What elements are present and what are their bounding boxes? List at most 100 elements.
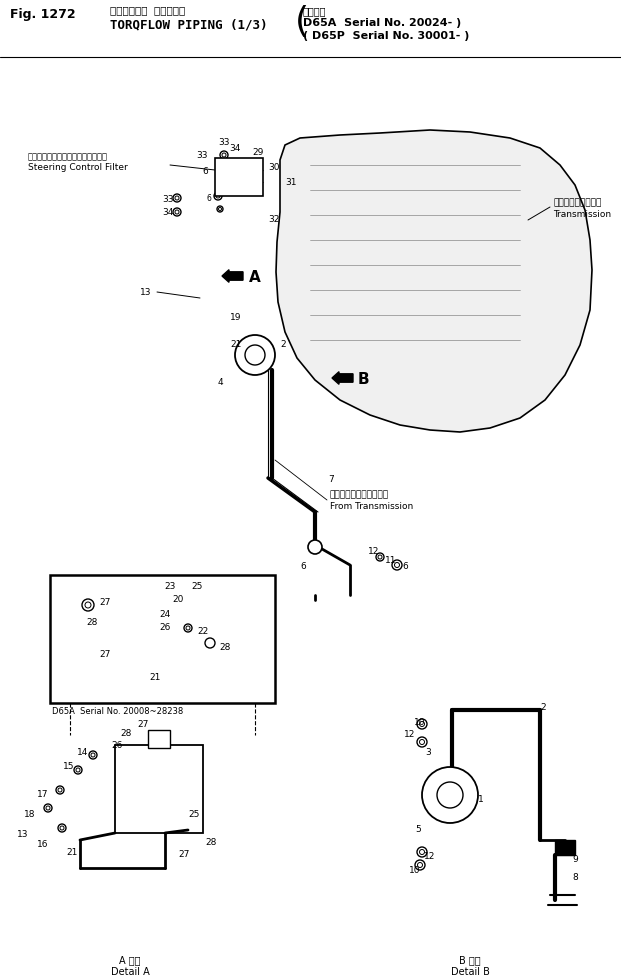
Text: 25: 25 bbox=[188, 810, 199, 819]
Text: 7: 7 bbox=[328, 475, 333, 484]
Circle shape bbox=[173, 194, 181, 202]
Text: D65A  Serial No. 20024- ): D65A Serial No. 20024- ) bbox=[303, 18, 461, 28]
Text: 17: 17 bbox=[37, 790, 48, 799]
Circle shape bbox=[222, 153, 226, 157]
Text: 13: 13 bbox=[17, 830, 28, 839]
Circle shape bbox=[184, 624, 192, 632]
Text: 27: 27 bbox=[137, 720, 148, 729]
Text: 9: 9 bbox=[572, 855, 578, 864]
Bar bbox=[215, 158, 263, 196]
Text: 29: 29 bbox=[252, 148, 263, 157]
Text: 15: 15 bbox=[63, 762, 74, 771]
Text: ( D65P  Serial No. 30001- ): ( D65P Serial No. 30001- ) bbox=[303, 31, 469, 41]
Text: Transmission: Transmission bbox=[553, 210, 611, 219]
Text: トランスミッションから: トランスミッションから bbox=[330, 490, 389, 499]
Text: Steering Control Filter: Steering Control Filter bbox=[28, 163, 128, 172]
Circle shape bbox=[205, 638, 215, 648]
Circle shape bbox=[437, 782, 463, 808]
Text: 16: 16 bbox=[37, 840, 48, 849]
Text: 26: 26 bbox=[111, 741, 123, 750]
Circle shape bbox=[420, 740, 425, 745]
Text: ステアリングコントロールフィルタ: ステアリングコントロールフィルタ bbox=[28, 152, 108, 161]
Text: 12: 12 bbox=[424, 852, 436, 861]
Text: Detail B: Detail B bbox=[451, 967, 489, 976]
Text: 6: 6 bbox=[402, 562, 408, 571]
Text: 27: 27 bbox=[99, 598, 111, 607]
Text: Fig. 1272: Fig. 1272 bbox=[10, 8, 76, 21]
FancyArrow shape bbox=[332, 372, 353, 385]
Text: D65A  Serial No. 20008~28238: D65A Serial No. 20008~28238 bbox=[52, 707, 183, 716]
Text: 11: 11 bbox=[385, 556, 396, 565]
Circle shape bbox=[417, 847, 427, 857]
Text: 6: 6 bbox=[206, 194, 211, 203]
Circle shape bbox=[376, 553, 384, 561]
Circle shape bbox=[221, 167, 227, 173]
Circle shape bbox=[58, 824, 66, 832]
Circle shape bbox=[422, 767, 478, 823]
Text: 18: 18 bbox=[24, 810, 35, 819]
Text: 8: 8 bbox=[572, 873, 578, 882]
Circle shape bbox=[56, 786, 64, 794]
Text: 13: 13 bbox=[140, 288, 152, 297]
Text: A: A bbox=[249, 270, 261, 285]
Text: B: B bbox=[358, 372, 369, 387]
Circle shape bbox=[46, 806, 50, 810]
Text: A 詳細: A 詳細 bbox=[119, 955, 141, 965]
Text: 27: 27 bbox=[99, 650, 111, 659]
Text: 19: 19 bbox=[230, 313, 242, 322]
Circle shape bbox=[222, 169, 225, 172]
Circle shape bbox=[308, 540, 322, 554]
Text: From Transmission: From Transmission bbox=[330, 502, 413, 511]
Text: 6: 6 bbox=[202, 167, 208, 176]
Text: 31: 31 bbox=[285, 178, 296, 187]
Text: 33: 33 bbox=[162, 195, 173, 204]
Text: 2: 2 bbox=[280, 340, 286, 349]
Bar bbox=[555, 840, 575, 855]
Text: 28: 28 bbox=[205, 838, 216, 847]
Circle shape bbox=[216, 194, 220, 198]
Text: トルクフロー  パイピング: トルクフロー パイピング bbox=[110, 5, 185, 15]
Text: 1: 1 bbox=[478, 795, 484, 804]
Circle shape bbox=[214, 192, 222, 200]
Circle shape bbox=[173, 208, 181, 216]
Circle shape bbox=[89, 751, 97, 759]
Text: 5: 5 bbox=[415, 825, 421, 834]
Text: 20: 20 bbox=[172, 595, 184, 604]
Text: B 詳細: B 詳細 bbox=[459, 955, 481, 965]
Text: 28: 28 bbox=[120, 729, 132, 738]
Bar bbox=[50, 575, 275, 703]
Text: 34: 34 bbox=[162, 208, 173, 217]
Circle shape bbox=[417, 863, 422, 868]
Circle shape bbox=[417, 719, 427, 729]
Circle shape bbox=[58, 788, 62, 792]
FancyArrow shape bbox=[222, 269, 243, 282]
Text: 30: 30 bbox=[268, 163, 279, 172]
Text: 27: 27 bbox=[178, 850, 189, 859]
Text: TORQFLOW PIPING (1/3): TORQFLOW PIPING (1/3) bbox=[110, 18, 268, 31]
Circle shape bbox=[235, 335, 275, 375]
Circle shape bbox=[74, 766, 82, 774]
Text: 6: 6 bbox=[300, 562, 306, 571]
Circle shape bbox=[76, 768, 80, 772]
Circle shape bbox=[245, 345, 265, 365]
Text: トランスミッション: トランスミッション bbox=[553, 198, 601, 207]
Text: 23: 23 bbox=[165, 582, 176, 591]
Circle shape bbox=[217, 206, 223, 212]
Text: 12: 12 bbox=[404, 730, 415, 739]
Text: 34: 34 bbox=[229, 144, 241, 153]
Text: 12: 12 bbox=[368, 547, 379, 556]
Circle shape bbox=[175, 196, 179, 200]
Text: 28: 28 bbox=[219, 643, 230, 652]
Text: 2: 2 bbox=[540, 703, 546, 712]
Text: 10: 10 bbox=[414, 718, 426, 727]
Circle shape bbox=[220, 151, 228, 159]
Circle shape bbox=[392, 560, 402, 570]
Text: 33: 33 bbox=[218, 138, 230, 147]
Bar bbox=[148, 730, 170, 748]
Circle shape bbox=[420, 849, 425, 855]
Text: 4: 4 bbox=[217, 378, 223, 387]
Circle shape bbox=[378, 555, 382, 559]
Text: 24: 24 bbox=[160, 610, 171, 619]
Text: 32: 32 bbox=[268, 215, 279, 224]
Circle shape bbox=[420, 721, 425, 726]
